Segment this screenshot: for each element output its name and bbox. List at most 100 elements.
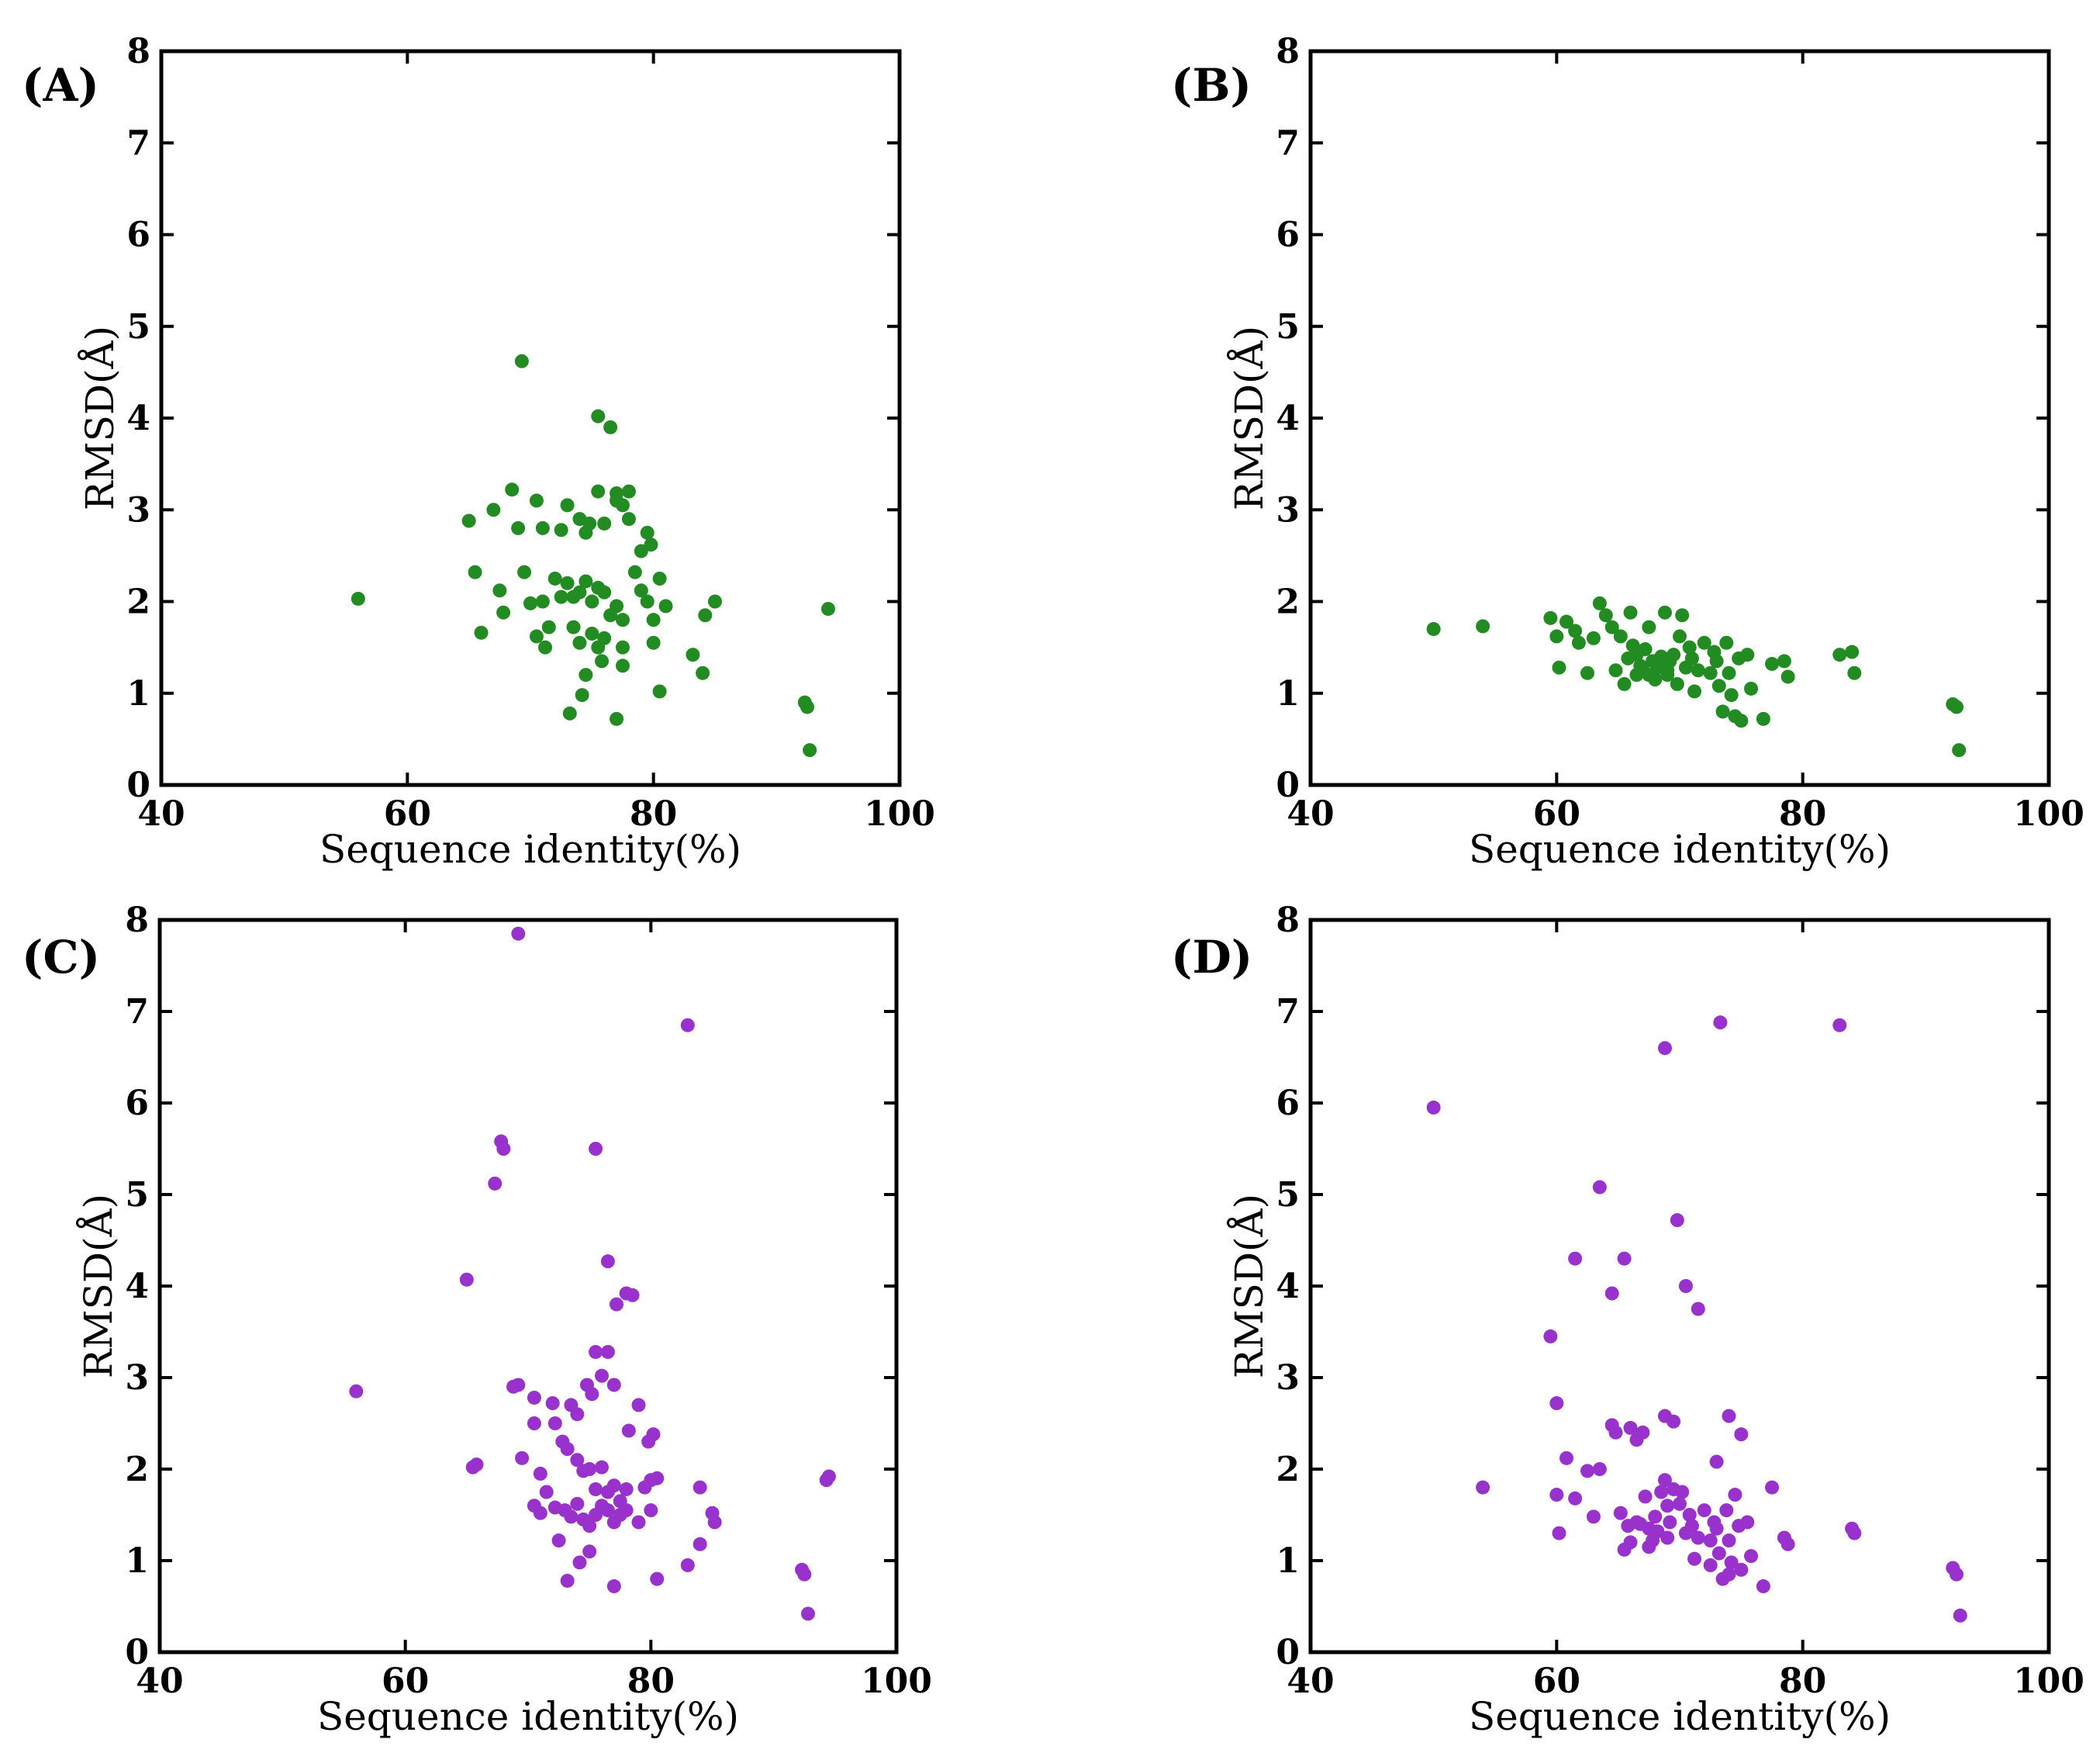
plot-frame [1308, 49, 2051, 787]
data-point [658, 599, 673, 614]
x-tick-label: 40 [1287, 794, 1334, 834]
data-point [616, 640, 630, 655]
data-point [1691, 1530, 1705, 1545]
data-point [801, 1606, 815, 1621]
data-point [1722, 1409, 1736, 1423]
y-tick-label: 3 [1276, 1358, 1300, 1398]
data-point [652, 684, 667, 699]
data-point [1703, 666, 1718, 680]
data-point [591, 409, 606, 424]
data-point [1568, 1251, 1583, 1266]
data-point [529, 493, 544, 508]
data-point [644, 538, 658, 552]
panel-label: (C) [22, 931, 100, 984]
data-point [1660, 1499, 1675, 1513]
data-point [1697, 635, 1711, 650]
data-point [533, 1506, 547, 1520]
data-point [461, 513, 476, 528]
data-point [1571, 635, 1586, 650]
plot-frame [159, 49, 902, 787]
data-point [1675, 608, 1690, 623]
panel-a: 0 1 2 3 4 5 6 7 8 40 60 80 100 Sequence identity(%) RM… [22, 32, 935, 872]
y-tick-label: 2 [126, 583, 150, 622]
data-point [1426, 1100, 1441, 1115]
x-tick-label: 80 [1779, 1661, 1826, 1701]
data-point [1476, 1480, 1490, 1495]
y-tick-label: 1 [126, 674, 150, 714]
y-tick-label: 0 [1276, 766, 1300, 805]
data-point [680, 1558, 695, 1572]
panel-c: 0 1 2 3 4 5 6 7 8 40 60 80 100 Sequence identity(%) RM… [22, 901, 932, 1739]
data-point [1559, 1450, 1574, 1465]
data-point [1678, 1279, 1693, 1293]
data-point [1703, 1558, 1718, 1572]
data-point [1777, 654, 1791, 669]
data-point [610, 711, 624, 726]
data-point [1660, 663, 1675, 678]
data-point [1642, 668, 1656, 683]
panel-b: 0 1 2 3 4 5 6 7 8 40 60 80 100 Sequence identity(%) RM… [1171, 32, 2084, 872]
y-tick-label: 7 [1276, 992, 1300, 1032]
data-point [1670, 1213, 1684, 1228]
data-point [821, 1469, 836, 1484]
data-point [486, 503, 501, 517]
data-point [551, 1533, 566, 1548]
x-axis-title: Sequence identity(%) [317, 1694, 739, 1739]
data-point [1687, 684, 1702, 699]
y-tick-label: 5 [1276, 1175, 1300, 1215]
x-axis-title: Sequence identity(%) [1469, 1694, 1891, 1739]
data-point [693, 1537, 707, 1551]
data-point [631, 1515, 646, 1530]
data-point [474, 625, 489, 640]
y-axis-title: RMSD(Å) [77, 326, 123, 510]
data-point [547, 1416, 562, 1430]
x-axis-title: Sequence identity(%) [1469, 827, 1891, 872]
data-point [1734, 1562, 1749, 1577]
plot-frame [157, 918, 899, 1654]
data-point [582, 516, 597, 531]
data-point [634, 544, 648, 558]
data-point [582, 1462, 597, 1476]
data-point [1744, 681, 1759, 696]
data-point [1598, 608, 1613, 623]
data-point [1711, 679, 1726, 693]
data-point [1734, 1427, 1749, 1442]
data-point [1684, 651, 1699, 666]
data-point [644, 1503, 658, 1518]
data-point [1543, 1329, 1558, 1343]
data-point [529, 629, 544, 644]
x-tick-label: 80 [1779, 794, 1826, 834]
data-point [595, 654, 610, 669]
data-point [1667, 648, 1681, 662]
data-point [533, 1466, 547, 1481]
data-point [554, 590, 568, 604]
data-point [1709, 1521, 1724, 1536]
data-point [1703, 1533, 1718, 1548]
data-point [589, 1482, 603, 1496]
data-point [589, 1142, 603, 1156]
y-tick-label: 4 [1276, 399, 1300, 438]
data-point [597, 516, 612, 531]
data-point [680, 1018, 695, 1032]
data-point [554, 523, 568, 538]
data-point [560, 576, 575, 590]
y-tick-label: 4 [125, 1267, 149, 1306]
data-point [1613, 629, 1628, 644]
data-point [589, 1344, 603, 1359]
y-tick-label: 0 [1276, 1633, 1300, 1672]
y-tick-label: 6 [1276, 216, 1300, 255]
data-point [621, 1423, 636, 1438]
data-point [562, 706, 577, 721]
y-tick-label: 3 [126, 490, 150, 530]
data-point [1549, 1396, 1564, 1411]
data-point [1765, 1480, 1779, 1495]
data-point [511, 520, 526, 535]
data-point [488, 1176, 503, 1191]
data-point [631, 1398, 646, 1412]
data-point [600, 1344, 615, 1359]
data-point [572, 1555, 587, 1570]
data-point [1684, 1519, 1699, 1533]
data-point [459, 1272, 474, 1287]
data-point [572, 585, 587, 600]
